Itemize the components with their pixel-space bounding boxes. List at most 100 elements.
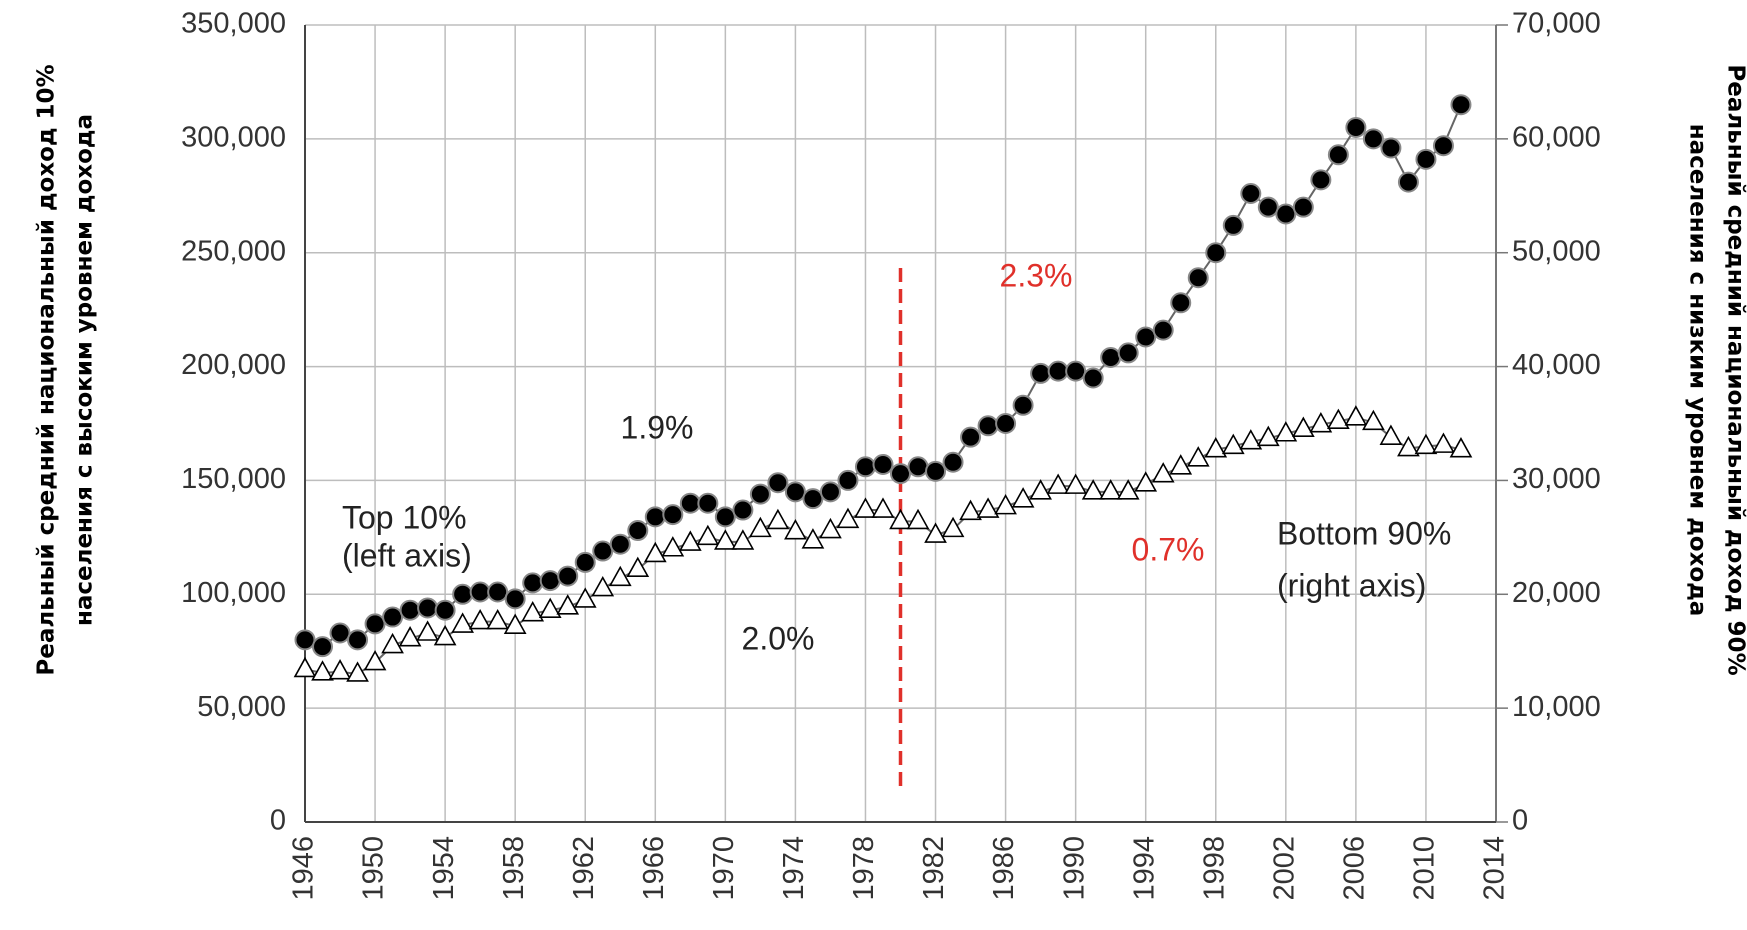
triangle-marker <box>503 613 527 634</box>
triangle-marker <box>1099 479 1123 500</box>
circle-marker <box>749 483 771 505</box>
triangle-marker <box>1064 473 1088 494</box>
annotation: 0.7% <box>1132 531 1205 567</box>
y-axis-title: Реальный средний национальный доход 10% … <box>34 64 98 675</box>
triangle-marker <box>346 661 369 682</box>
circle-marker <box>714 506 736 528</box>
circle-marker <box>434 599 456 621</box>
triangle-marker <box>784 519 807 540</box>
y2-tick-label: 50,000 <box>1512 235 1601 267</box>
circle-marker <box>1397 171 1419 193</box>
triangle-marker <box>749 516 772 538</box>
annotation: 2.3% <box>1000 257 1073 293</box>
circle-marker <box>452 583 474 605</box>
triangle-marker <box>1327 408 1350 430</box>
circle-marker <box>942 451 964 473</box>
circle-marker <box>557 565 579 587</box>
triangle-marker <box>766 508 790 530</box>
triangle-marker <box>836 507 860 529</box>
circle-marker <box>399 599 421 621</box>
circle-marker <box>609 533 631 555</box>
circle-marker <box>1275 203 1297 225</box>
annotation: 1.9% <box>621 409 694 445</box>
triangle-marker <box>1081 479 1105 500</box>
circle-marker <box>907 456 929 478</box>
triangle-marker <box>1186 446 1210 467</box>
triangle-marker <box>801 528 825 549</box>
triangle-marker <box>1379 424 1403 445</box>
x-tick-label: 1946 <box>288 836 320 901</box>
annotation: Bottom 90% <box>1277 515 1451 551</box>
triangle-marker <box>433 624 457 646</box>
x-tick-label: 1970 <box>708 836 740 901</box>
triangle-marker <box>1221 433 1245 455</box>
circle-marker <box>1415 148 1437 170</box>
triangle-marker <box>556 594 580 615</box>
circle-marker <box>1152 319 1174 341</box>
triangle-marker <box>398 626 422 647</box>
y2-axis-title: Реальный средний национальный доход 90% … <box>1685 64 1747 675</box>
triangle-marker <box>696 524 720 546</box>
circle-marker <box>697 492 719 514</box>
circle-marker <box>1170 292 1192 314</box>
triangle-marker <box>1449 437 1473 458</box>
triangle-marker <box>643 541 667 563</box>
circle-marker <box>1065 360 1087 382</box>
y-tick-label: 300,000 <box>181 122 286 154</box>
triangle-marker <box>1151 462 1175 483</box>
circle-marker <box>767 472 789 494</box>
triangle-marker <box>1291 416 1315 437</box>
triangle-marker <box>924 522 947 543</box>
circle-marker <box>1450 94 1472 116</box>
circle-marker <box>1257 196 1279 218</box>
circle-marker <box>925 460 947 482</box>
x-tick-label: 1994 <box>1128 836 1160 901</box>
triangle-marker <box>521 600 545 622</box>
y-tick-label: 50,000 <box>197 691 286 723</box>
x-tick-label: 1990 <box>1058 836 1090 901</box>
triangle-marker <box>1169 454 1193 475</box>
x-tick-label: 1978 <box>848 836 880 901</box>
circle-marker <box>837 469 859 491</box>
y2-tick-label: 60,000 <box>1512 122 1601 154</box>
y2-tick-label: 20,000 <box>1512 577 1601 609</box>
circle-marker <box>819 481 841 503</box>
triangle-marker <box>1397 435 1420 457</box>
circle-marker <box>627 520 649 542</box>
circle-marker <box>504 588 526 610</box>
triangle-marker <box>1344 405 1368 426</box>
circle-marker <box>977 415 999 437</box>
triangle-marker <box>328 659 352 680</box>
y-axis-title-line: населения с высоким уровнем дохода <box>72 114 98 626</box>
circle-marker <box>1205 242 1227 264</box>
circle-marker <box>872 453 894 475</box>
y2-axis-title-line: Реальный средний национальный доход 90% <box>1723 64 1747 675</box>
y-tick-label: 0 <box>270 805 286 837</box>
triangle-marker <box>626 556 650 578</box>
x-tick-label: 2014 <box>1479 836 1511 901</box>
triangle-marker <box>311 660 334 681</box>
circle-marker <box>802 488 824 510</box>
circle-marker <box>294 629 316 651</box>
triangle-marker <box>1414 433 1438 455</box>
circle-marker <box>1082 367 1104 389</box>
annotation: (left axis) <box>342 537 472 573</box>
triangle-marker <box>1239 429 1263 450</box>
triangle-marker <box>591 575 615 597</box>
triangle-marker <box>1204 437 1228 458</box>
circle-marker <box>995 413 1017 434</box>
triangle-marker <box>1011 487 1035 508</box>
x-tick-label: 2002 <box>1268 836 1300 901</box>
triangle-marker <box>1432 432 1455 453</box>
x-tick-label: 1966 <box>638 836 670 901</box>
triangle-marker <box>468 608 492 630</box>
x-tick-label: 1954 <box>428 836 460 901</box>
x-tick-label: 1986 <box>988 836 1020 901</box>
x-tick-label: 2006 <box>1339 836 1371 901</box>
y2-tick-label: 70,000 <box>1512 8 1601 40</box>
x-tick-label: 2010 <box>1409 836 1441 901</box>
circle-marker <box>662 504 684 526</box>
triangle-marker <box>731 529 755 550</box>
circle-marker <box>644 506 666 528</box>
